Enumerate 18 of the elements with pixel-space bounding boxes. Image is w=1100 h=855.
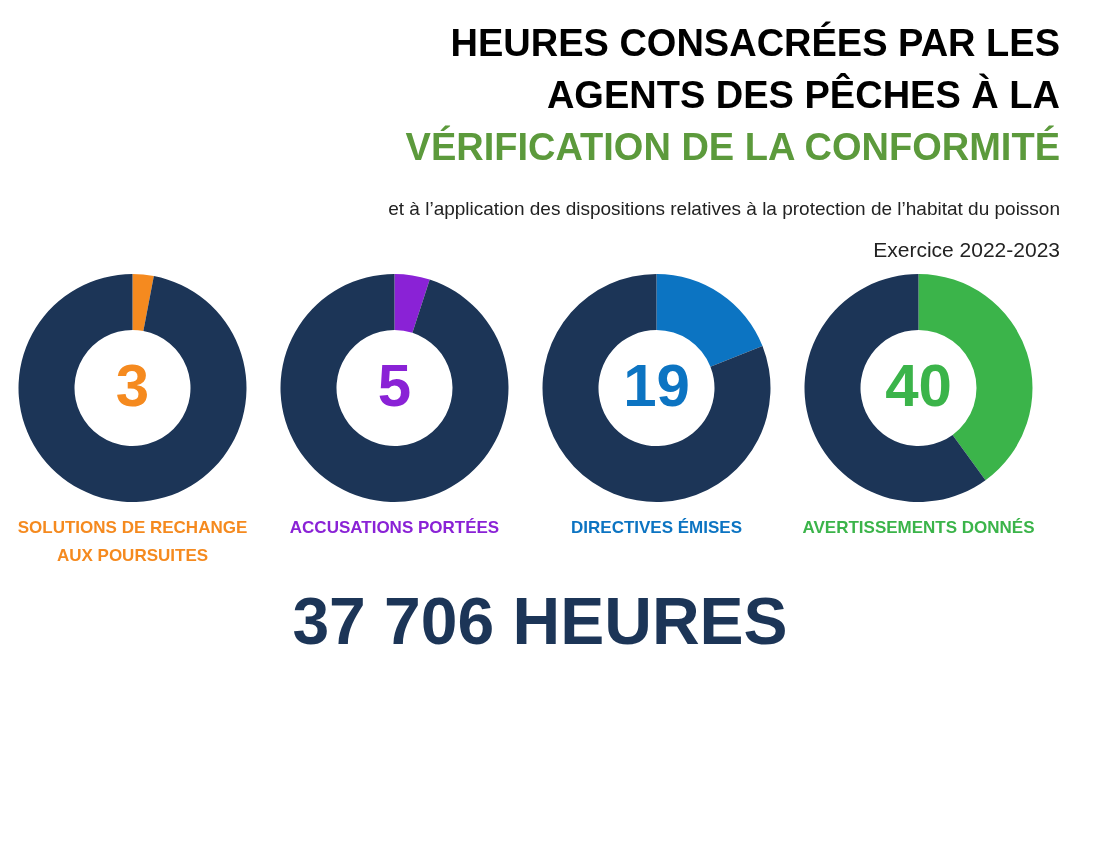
text: et à l’application des dispositions relatives à la protection de l’habitat du poisson — [388, 198, 1060, 219]
text: AVERTISSEMENTS DONNÉS — [802, 518, 1035, 537]
text: HEURES CONSACRÉES PAR LES AGENTS DES PÊCHES À LA VÉRIFICATION DE LA CONFORMITÉ — [405, 21, 1060, 168]
donut-slice — [394, 274, 430, 333]
text: ACCUSATIONS PORTÉES — [289, 518, 500, 537]
donut-slice — [804, 274, 986, 502]
text: DIRECTIVES ÉMISES — [571, 518, 742, 537]
data-label: 5 — [377, 352, 412, 419]
donut-slice — [542, 274, 771, 502]
donut-slice — [18, 274, 247, 502]
text: Exercice 2022-2023 — [873, 238, 1060, 261]
text: SOLUTIONS DE RECHANGE AUX POURSUITES — [17, 518, 248, 565]
data-label: 40 — [885, 352, 952, 419]
text: 37 706 HEURES — [292, 584, 788, 658]
data-label: 3 — [115, 352, 150, 419]
donut-slice — [132, 274, 154, 332]
data-label: 19 — [623, 352, 690, 419]
donut-slice — [280, 274, 509, 502]
